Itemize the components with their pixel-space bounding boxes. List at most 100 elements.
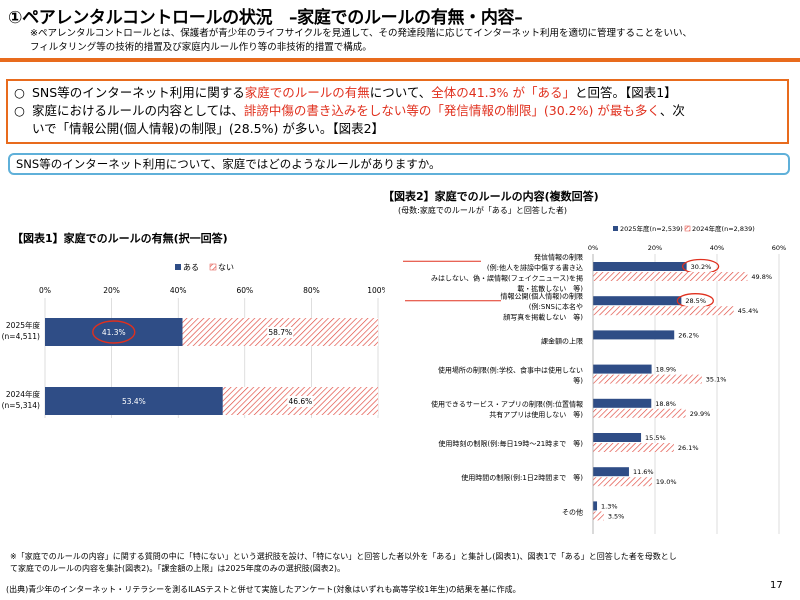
bar — [593, 443, 674, 452]
summary-text: 、次 — [659, 103, 685, 118]
survey-question: SNS等のインターネット利用について、家庭ではどのようなルールがありますか。 — [8, 153, 790, 175]
x-tick-label: 0% — [39, 286, 51, 295]
bar — [593, 306, 734, 316]
category-label: 2024年度 — [6, 389, 41, 399]
bullet-circle-icon: ○ — [14, 103, 25, 118]
summary-line-2-text: 家庭におけるルールの内容としては、誹謗中傷の書き込みをしない等の「発信情報の制限… — [32, 102, 685, 120]
footnote-line2: て家庭でのルールの内容を集計(図表2)。「課金額の上限」は2025年度のみの選択… — [10, 564, 346, 573]
category-label: 共有アプリは使用しない 等) — [489, 410, 583, 419]
figure1-chart: ある ない 0% 20% 40% 60% 80% 100% 2025年度 (n=4,511) 41.… — [2, 263, 385, 418]
summary-box: ○ SNS等のインターネット利用に関する家庭でのルールの有無について、全体の41… — [6, 79, 789, 144]
bar — [593, 330, 675, 340]
data-label-bg — [267, 327, 294, 338]
summary-line-2: ○ 家庭におけるルールの内容としては、誹謗中傷の書き込みをしない等の「発信情報の… — [14, 102, 781, 120]
x-tick-label: 40% — [710, 244, 724, 252]
bar — [593, 433, 642, 442]
page-number: 17 — [770, 580, 783, 591]
summary-text: について、 — [369, 85, 432, 100]
highlight-ellipse — [92, 320, 136, 344]
data-label: 19.0% — [656, 478, 677, 486]
bar — [593, 408, 686, 418]
category-label: (例:SNSに本名や — [529, 302, 583, 311]
data-label: 18.9% — [656, 366, 677, 374]
x-tick-label: 60% — [236, 286, 253, 295]
legend-label: ある — [183, 263, 199, 272]
data-label-bg — [287, 396, 314, 407]
category-label: 使用できるサービス・アプリの制限(例:位置情報 — [431, 400, 583, 409]
bar — [593, 477, 652, 487]
x-tick-label: 60% — [772, 244, 786, 252]
data-label: 53.4% — [122, 397, 146, 406]
category-label: その他 — [562, 507, 583, 516]
data-label: 18.8% — [655, 400, 676, 408]
bar — [593, 501, 598, 511]
category-label: (例:他人を誹謗中傷する書き込 — [487, 263, 583, 272]
x-tick-label: 20% — [103, 286, 120, 295]
x-tick-label: 20% — [648, 244, 662, 252]
x-tick-label: 100% — [367, 286, 385, 295]
category-label: 2025年度 — [6, 320, 41, 330]
data-label: 15.5% — [645, 434, 666, 442]
category-sample-size: (n=5,314) — [2, 401, 40, 410]
x-tick-label: 80% — [303, 286, 320, 295]
category-label: 等) — [573, 376, 583, 385]
bar — [593, 398, 652, 408]
legend-label: 2025年度(n=2,539) — [620, 224, 683, 233]
figure2-title: 【図表2】家庭でのルールの内容(複数回答) — [383, 190, 599, 203]
data-label: 46.6% — [288, 397, 312, 406]
summary-highlight: 誹謗中傷の書き込みをしない等の「発信情報の制限」(30.2%) が最も多く — [243, 103, 660, 118]
data-label: 49.8% — [751, 273, 772, 281]
figure1-title: 【図表1】家庭でのルールの有無(択一回答) — [12, 232, 228, 245]
summary-text: SNS等のインターネット利用に関する — [32, 85, 245, 100]
bar — [593, 262, 687, 271]
summary-text: と回答。【図表1】 — [574, 85, 677, 100]
page-title: ①ペアレンタルコントロールの状況 –家庭でのルールの有無・内容– — [8, 8, 523, 28]
data-label: 1.3% — [601, 502, 618, 510]
data-label: 45.4% — [738, 307, 759, 315]
legend-swatch — [175, 264, 181, 270]
data-label: 41.3% — [102, 328, 126, 337]
legend-label: 2024年度(n=2,839) — [692, 224, 755, 233]
x-tick-label: 40% — [170, 286, 187, 295]
definition-note: ※ペアレンタルコントロールとは、保護者が青少年のライフサイクルを見通して、その発… — [30, 27, 790, 55]
data-label: 11.6% — [633, 468, 654, 476]
data-label: 35.1% — [706, 376, 727, 384]
category-label: 載・拡散しない 等) — [517, 284, 583, 293]
bar — [593, 364, 652, 374]
figure2-chart: 2025年度(n=2,539) 2024年度(n=2,839) 0% 20% 40% 60… — [403, 224, 786, 534]
data-label: 28.5% — [685, 297, 706, 305]
summary-text: 家庭におけるルールの内容としては、 — [32, 103, 244, 118]
data-label: 3.5% — [608, 512, 625, 520]
data-label: 58.7% — [268, 328, 292, 337]
bar-segment — [45, 387, 223, 415]
bar — [593, 511, 604, 521]
footnote: ※「家庭でのルールの内容」に関する質問の中に「特にない」という選択肢を設け、「特… — [10, 551, 780, 575]
legend: ある ない — [175, 263, 234, 272]
bar — [593, 296, 682, 306]
category-label: 発信情報の制限 — [534, 252, 583, 261]
definition-note-line1: ※ペアレンタルコントロールとは、保護者が青少年のライフサイクルを見通して、その発… — [30, 28, 693, 39]
summary-line-1-text: SNS等のインターネット利用に関する家庭でのルールの有無について、全体の41.3… — [32, 84, 677, 102]
bullet-circle-icon: ○ — [14, 85, 25, 100]
bar — [593, 374, 702, 384]
legend-label: ない — [218, 263, 234, 272]
category-label: 情報公開(個人情報)の制限 — [501, 292, 583, 301]
summary-highlight: 全体の41.3% が「ある」 — [431, 85, 575, 100]
legend-swatch — [209, 263, 217, 271]
category-label: 使用時刻の制限(例:毎日19時～21時まで 等) — [438, 439, 583, 448]
data-label: 29.9% — [690, 410, 711, 418]
category-label: 課金額の上限 — [541, 336, 583, 345]
category-label: 顔写真を掲載しない 等) — [503, 313, 583, 322]
data-label: 30.2% — [691, 263, 712, 271]
summary-line-1: ○ SNS等のインターネット利用に関する家庭でのルールの有無について、全体の41… — [14, 84, 781, 102]
bullet-spacer — [14, 120, 32, 138]
definition-note-line2: フィルタリング等の技術的措置及び家庭内ルール作り等の非技術的措置で構成。 — [30, 42, 372, 53]
legend-swatch — [684, 225, 691, 232]
figure2-subtitle: (母数:家庭でのルールが「ある」と回答した者) — [398, 206, 567, 215]
summary-line-3-text: いで「情報公開(個人情報)の制限」(28.5%) が多い。【図表2】 — [32, 121, 385, 136]
bar-segment — [45, 318, 183, 346]
source-note: (出典)青少年のインターネット・リテラシーを測るILASテストと併せて実施したア… — [6, 585, 521, 594]
summary-line-3: いで「情報公開(個人情報)の制限」(28.5%) が多い。【図表2】 — [14, 120, 781, 138]
data-label: 26.1% — [678, 444, 699, 452]
bar — [593, 272, 748, 281]
